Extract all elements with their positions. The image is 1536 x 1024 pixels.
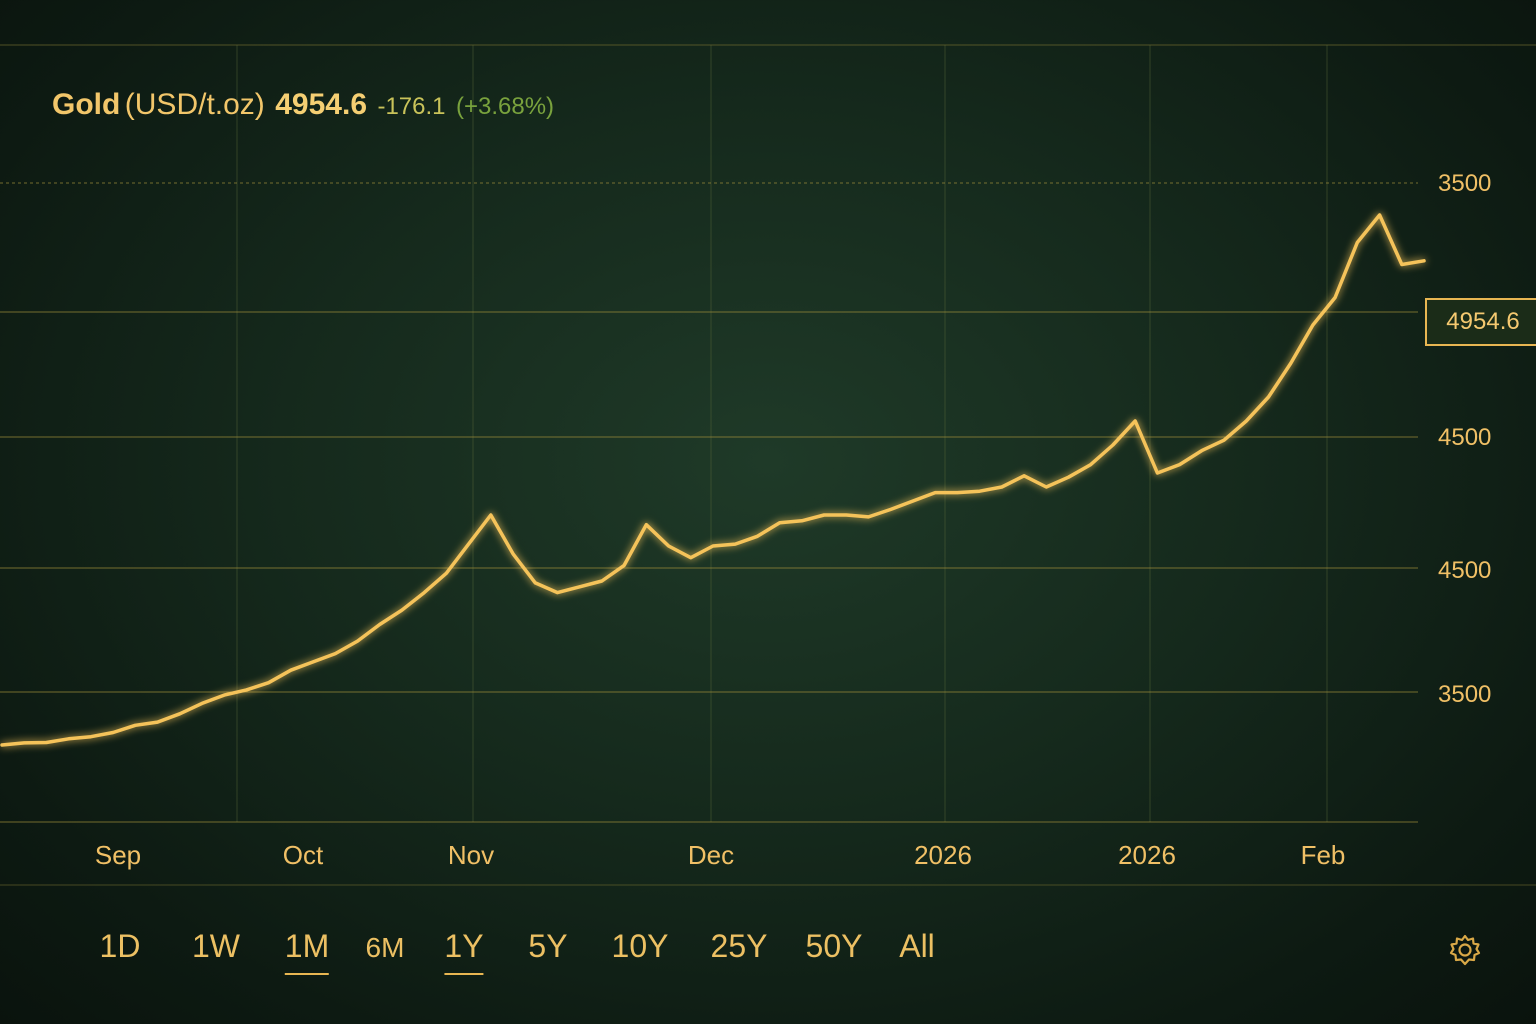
x-tick-label: Feb — [1301, 840, 1346, 870]
price-point — [1156, 471, 1159, 475]
price-point — [67, 737, 70, 740]
price-point — [289, 669, 292, 672]
y-tick-label: 3500 — [1438, 170, 1491, 197]
timeframe-10y-button[interactable]: 10Y — [611, 928, 669, 964]
price-point — [578, 585, 581, 588]
x-tick-label: 2026 — [914, 840, 972, 870]
price-point — [934, 491, 937, 494]
timeframe-all-button[interactable]: All — [899, 928, 935, 964]
x-tick-label: Dec — [688, 840, 734, 870]
price-point — [822, 513, 826, 517]
price-point — [156, 720, 159, 724]
timeframe-6m-button[interactable]: 6M — [365, 932, 405, 963]
price-point — [534, 581, 537, 585]
price-point — [622, 564, 626, 567]
price-point — [1178, 463, 1181, 466]
price-point — [1200, 449, 1204, 452]
timeframe-50y-button[interactable]: 50Y — [805, 928, 863, 964]
price-point — [1222, 439, 1226, 442]
price-point — [711, 544, 715, 548]
price-point — [600, 579, 604, 583]
timeframe-1y-button[interactable]: 1Y — [444, 928, 484, 975]
instrument-header: Gold (USD/t.oz) 4954.6 -176.1 (+3.68%) — [52, 88, 554, 122]
price-point — [1089, 463, 1092, 466]
gold-price-line — [0, 213, 1426, 747]
y-tick-label: 3500 — [1438, 681, 1491, 708]
price-point — [556, 591, 559, 594]
price-point — [178, 712, 181, 715]
price-point — [1111, 443, 1115, 447]
current-price: 4954.6 — [275, 88, 368, 121]
instrument-name: Gold — [52, 88, 121, 121]
price-point — [1022, 474, 1026, 477]
x-tick-label: Nov — [448, 840, 494, 870]
price-point — [667, 544, 670, 548]
price-point — [23, 741, 26, 745]
instrument-unit: (USD/t.oz) — [124, 88, 265, 121]
price-point — [1289, 362, 1292, 365]
x-tick-label: 2026 — [1118, 840, 1176, 870]
price-point — [423, 591, 426, 594]
price-point — [978, 490, 981, 493]
price-point — [1400, 263, 1404, 266]
price-point — [778, 521, 781, 524]
price-point — [1267, 395, 1270, 399]
price-point — [200, 702, 204, 705]
price-point — [1134, 419, 1137, 423]
x-tick-label: Oct — [283, 840, 324, 870]
y-tick-label: 4500 — [1438, 424, 1491, 451]
price-point — [689, 556, 692, 559]
price-point — [245, 688, 248, 692]
price-point — [334, 652, 337, 655]
price-point — [311, 660, 315, 664]
timeframe-25y-button[interactable]: 25Y — [710, 928, 768, 964]
price-point — [0, 743, 4, 747]
price-point — [1000, 485, 1003, 489]
price-point — [956, 491, 959, 494]
price-point — [1045, 485, 1048, 489]
timeframe-1d-button[interactable]: 1D — [99, 928, 141, 964]
timeframe-bar: 1D 1W 1M 6M 1Y 5Y 10Y 25Y 50Y All — [0, 918, 1536, 988]
price-point — [845, 513, 848, 517]
price-point — [1356, 241, 1359, 244]
price-point — [1067, 476, 1070, 479]
price-point — [1245, 419, 1248, 423]
price-point — [645, 523, 648, 526]
price-point — [45, 741, 48, 744]
price-point — [889, 508, 892, 511]
price-point — [1311, 323, 1315, 327]
price-point — [1378, 213, 1381, 217]
price-point — [400, 608, 404, 612]
timeframe-5y-button[interactable]: 5Y — [528, 928, 568, 964]
price-change-percent: (+3.68%) — [455, 93, 555, 120]
price-point — [800, 519, 804, 522]
price-point — [89, 735, 93, 738]
price-point — [267, 681, 270, 684]
price-point — [378, 623, 381, 626]
price-point — [467, 542, 470, 546]
price-point — [111, 731, 115, 734]
last-price-tag: 4954.6 — [1425, 298, 1536, 346]
y-tick-label: 4500 — [1438, 557, 1491, 584]
gear-icon[interactable] — [1448, 933, 1482, 967]
price-point — [489, 513, 492, 517]
price-point — [756, 535, 759, 538]
timeframe-1w-button[interactable]: 1W — [192, 928, 240, 964]
price-point — [511, 552, 515, 555]
price-point — [223, 693, 226, 697]
price-point — [1333, 296, 1337, 299]
price-point — [911, 499, 915, 503]
price-point — [445, 572, 448, 575]
price-point — [867, 515, 870, 519]
price-change: -176.1 — [377, 93, 446, 120]
price-point — [1422, 259, 1426, 262]
price-point — [356, 639, 359, 643]
price-point — [734, 542, 737, 546]
price-point — [134, 724, 137, 727]
timeframe-1m-button[interactable]: 1M — [284, 928, 330, 975]
x-tick-label: Sep — [95, 840, 141, 870]
